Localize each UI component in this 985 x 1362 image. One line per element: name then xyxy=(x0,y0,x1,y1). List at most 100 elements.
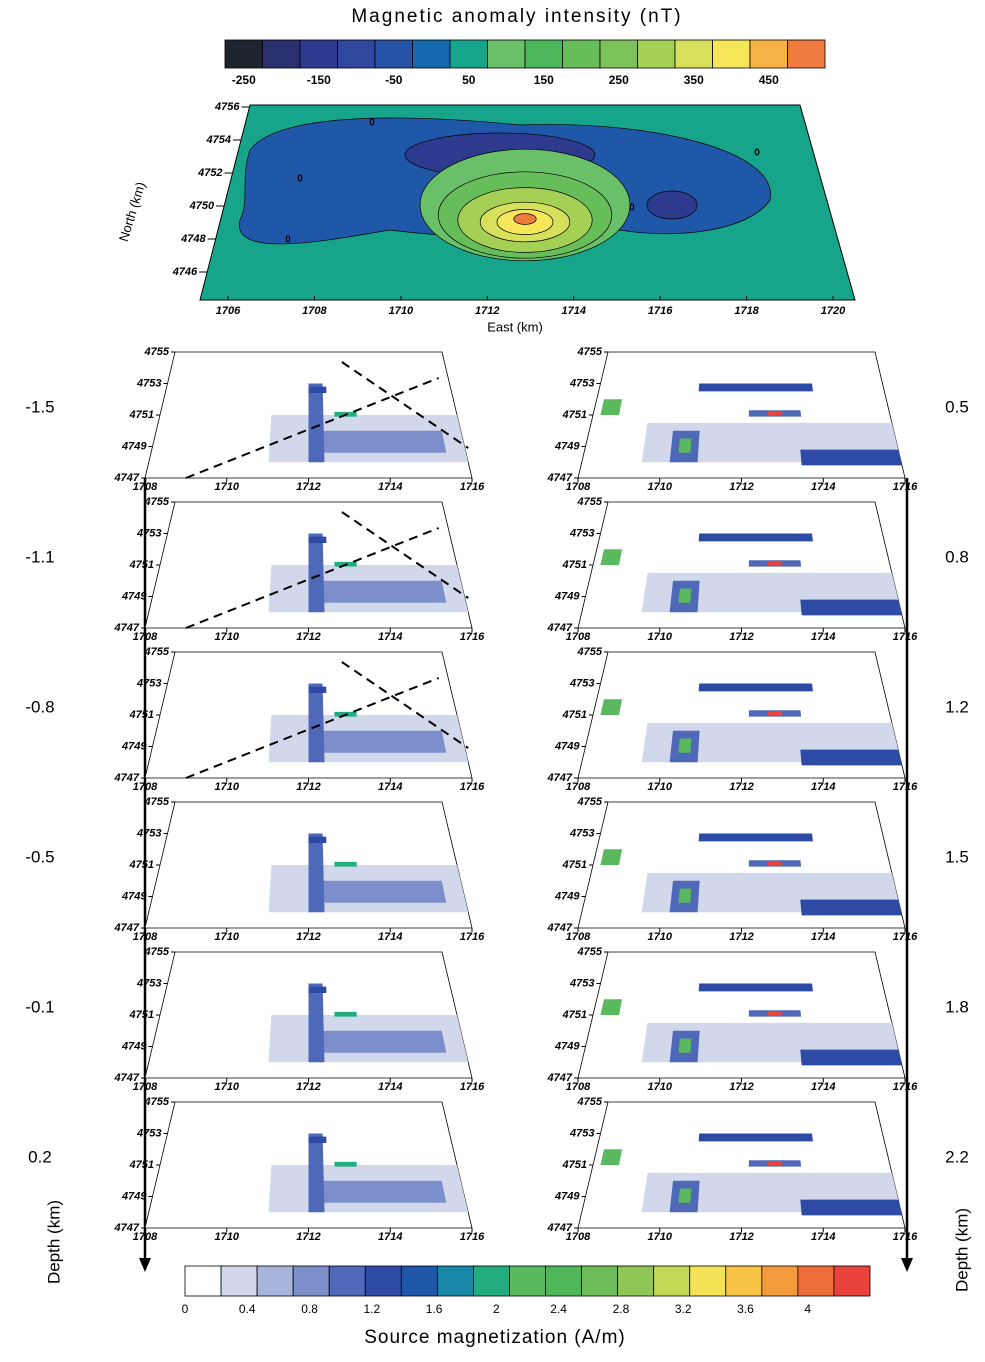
y-tick-label: 4753 xyxy=(569,977,594,989)
x-tick-label: 1716 xyxy=(460,931,485,943)
magnetization-blob xyxy=(600,1149,623,1165)
x-tick-label: 1716 xyxy=(460,1081,485,1093)
x-tick-label: 1718 xyxy=(734,305,759,317)
x-tick-label: 1708 xyxy=(133,1081,158,1093)
colorbar-swatch xyxy=(787,39,826,69)
colorbar-swatch xyxy=(749,39,788,69)
colorbar-tick-label: 4 xyxy=(804,1302,811,1316)
magnetization-blob xyxy=(600,549,623,565)
y-tick-label: 4746 xyxy=(172,266,198,278)
y-tick-label: 4753 xyxy=(569,1127,594,1139)
magnetization-blob xyxy=(767,1161,783,1166)
y-tick-label: 4748 xyxy=(180,233,206,245)
y-tick-label: 4751 xyxy=(129,409,154,421)
contour-label: 0 xyxy=(369,118,375,129)
magnetization-blob xyxy=(308,533,325,613)
x-tick-label: 1720 xyxy=(821,305,846,317)
colorbar-swatch xyxy=(653,1265,691,1297)
y-tick-label: 4751 xyxy=(562,1159,587,1171)
magnetization-blob xyxy=(600,399,623,415)
magnetization-blob xyxy=(698,983,813,992)
colorbar-swatch xyxy=(220,1265,258,1297)
magnetization-blob xyxy=(767,861,783,866)
x-tick-label: 1708 xyxy=(566,481,591,493)
magnetization-blob xyxy=(698,1133,813,1142)
magnetization-blob xyxy=(800,1049,902,1066)
y-tick-label: 4751 xyxy=(562,1009,587,1021)
colorbar-swatch xyxy=(299,39,338,69)
y-tick-label: 4753 xyxy=(136,377,161,389)
x-tick-label: 1714 xyxy=(811,1081,835,1093)
y-tick-label: 4755 xyxy=(144,346,170,358)
x-tick-label: 1710 xyxy=(648,481,673,493)
magnetization-blob xyxy=(800,899,902,916)
depth-value: 1.2 xyxy=(945,697,969,716)
magnetization-blob xyxy=(308,1180,447,1203)
x-tick-label: 1710 xyxy=(648,781,673,793)
magnetization-blob xyxy=(698,683,813,692)
colorbar-swatch xyxy=(337,39,376,69)
depth-value: 0.2 xyxy=(28,1147,52,1166)
x-tick-label: 1714 xyxy=(561,305,585,317)
y-tick-label: 4750 xyxy=(189,200,215,212)
colorbar-swatch xyxy=(400,1265,438,1297)
x-tick-label: 1716 xyxy=(460,781,485,793)
y-tick-label: 4753 xyxy=(136,1127,161,1139)
x-tick-label: 1706 xyxy=(216,305,241,317)
magnetization-blob xyxy=(308,383,325,463)
colorbar-swatch xyxy=(449,39,488,69)
x-tick-label: 1714 xyxy=(811,1231,835,1243)
colorbar-tick-label: -150 xyxy=(307,73,331,87)
x-tick-label: 1712 xyxy=(729,781,753,793)
magnetization-blob xyxy=(678,438,692,453)
x-tick-label: 1710 xyxy=(215,631,240,643)
x-tick-label: 1712 xyxy=(296,931,320,943)
y-tick-label: 4751 xyxy=(562,559,587,571)
x-tick-label: 1716 xyxy=(893,631,918,643)
colorbar-tick-label: 250 xyxy=(609,73,629,87)
y-tick-label: 4751 xyxy=(129,859,154,871)
x-tick-label: 1712 xyxy=(729,1081,753,1093)
y-tick-label: 4751 xyxy=(129,709,154,721)
contour-label: 0 xyxy=(297,174,303,185)
x-tick-label: 1712 xyxy=(729,1231,753,1243)
bottom-colorbar-title: Source magnetization (A/m) xyxy=(364,1327,626,1348)
x-tick-label: 1714 xyxy=(378,1231,402,1243)
x-tick-label: 1708 xyxy=(133,631,158,643)
y-tick-label: 4751 xyxy=(562,859,587,871)
profile-line xyxy=(341,361,469,449)
contour-label: 0 xyxy=(285,235,291,246)
x-tick-label: 1714 xyxy=(378,931,402,943)
y-tick-label: 4747 xyxy=(114,622,140,634)
colorbar-swatch xyxy=(712,39,751,69)
magnetization-blob xyxy=(334,1011,357,1017)
magnetization-blob xyxy=(600,999,623,1015)
magnetization-blob xyxy=(698,833,813,842)
colorbar-swatch xyxy=(374,39,413,69)
magnetization-blob xyxy=(308,986,327,993)
y-tick-label: 4755 xyxy=(144,646,170,658)
magnetization-blob xyxy=(600,699,623,715)
magnetization-blob xyxy=(600,849,623,865)
colorbar-swatch xyxy=(436,1265,474,1297)
magnetization-blob xyxy=(800,449,902,466)
x-tick-label: 1708 xyxy=(566,781,591,793)
y-tick-label: 4755 xyxy=(577,946,603,958)
magnetization-blob xyxy=(308,386,327,393)
x-tick-label: 1712 xyxy=(296,481,320,493)
profile-line xyxy=(185,377,440,479)
arrow-head xyxy=(139,1258,151,1272)
x-tick-label: 1712 xyxy=(729,631,753,643)
magnetization-blob xyxy=(800,1199,902,1216)
colorbar-swatch xyxy=(509,1265,546,1297)
y-tick-label: 4749 xyxy=(121,890,147,902)
x-tick-label: 1708 xyxy=(566,931,591,943)
depth-value: 0.8 xyxy=(945,547,969,566)
y-tick-label: 4751 xyxy=(129,1009,154,1021)
colorbar-swatch xyxy=(689,1265,727,1297)
y-tick-label: 4753 xyxy=(136,977,161,989)
contour-label: 0 xyxy=(754,148,760,159)
y-tick-label: 4747 xyxy=(547,472,573,484)
colorbar-swatch xyxy=(262,39,301,69)
